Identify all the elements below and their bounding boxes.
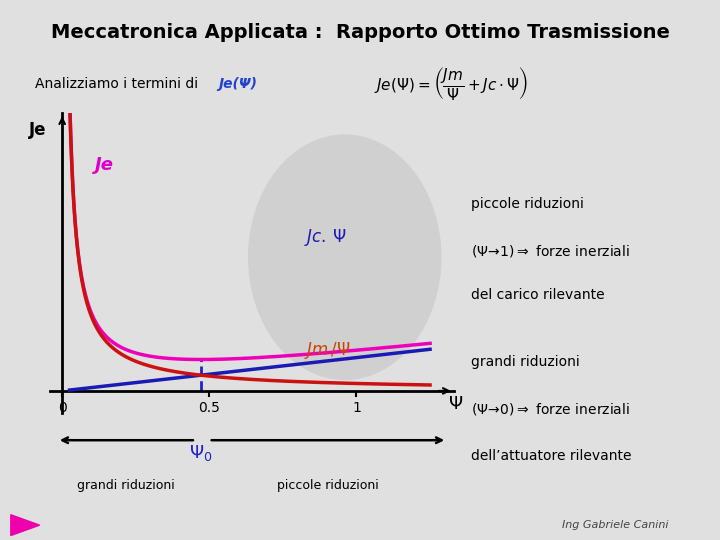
Text: Analizziamo i termini di: Analizziamo i termini di [35, 77, 202, 91]
Text: $(\Psi\!\rightarrow\!1)\Rightarrow$ forze inerziali: $(\Psi\!\rightarrow\!1)\Rightarrow$ forz… [471, 244, 630, 259]
Text: piccole riduzioni: piccole riduzioni [277, 480, 379, 492]
Text: Je: Je [94, 156, 114, 174]
Text: dell’attuatore rilevante: dell’attuatore rilevante [471, 449, 631, 463]
Text: Je(Ψ): Je(Ψ) [218, 77, 257, 91]
Text: Je: Je [29, 121, 46, 139]
Text: grandi riduzioni: grandi riduzioni [78, 480, 175, 492]
Text: Meccatronica Applicata :  Rapporto Ottimo Trasmissione: Meccatronica Applicata : Rapporto Ottimo… [50, 23, 670, 42]
Text: Ing Gabriele Canini: Ing Gabriele Canini [562, 520, 668, 530]
Polygon shape [11, 515, 40, 536]
Text: $Jc.\,\Psi$: $Jc.\,\Psi$ [304, 227, 346, 248]
Text: $\Psi_0$: $\Psi_0$ [189, 443, 212, 463]
Text: $(\Psi\!\rightarrow\!0)\Rightarrow$ forze inerziali: $(\Psi\!\rightarrow\!0)\Rightarrow$ forz… [471, 401, 630, 417]
Text: grandi riduzioni: grandi riduzioni [471, 355, 580, 369]
Text: del carico rilevante: del carico rilevante [471, 288, 605, 302]
Text: $Je(\Psi)=\left(\dfrac{Jm}{\Psi}+Jc\cdot\Psi\right)$: $Je(\Psi)=\left(\dfrac{Jm}{\Psi}+Jc\cdot… [374, 65, 528, 102]
Text: piccole riduzioni: piccole riduzioni [471, 197, 584, 211]
Text: $\Psi$: $\Psi$ [448, 395, 463, 413]
Ellipse shape [248, 134, 441, 380]
Text: $Jm\,/\Psi$: $Jm\,/\Psi$ [304, 340, 350, 361]
